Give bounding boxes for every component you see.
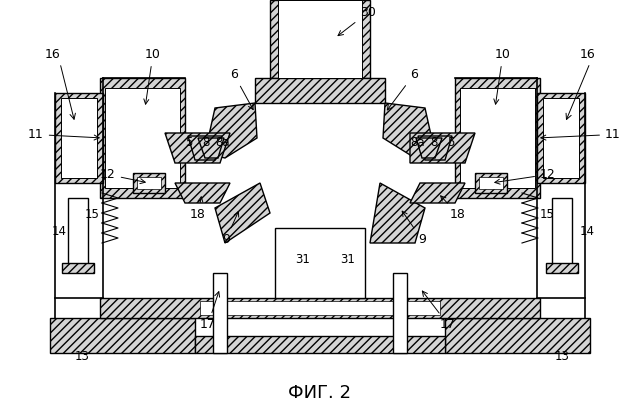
Text: 11: 11 (541, 128, 621, 141)
Polygon shape (270, 0, 370, 78)
Text: 9: 9 (222, 212, 239, 246)
Polygon shape (188, 136, 222, 160)
Polygon shape (62, 263, 94, 273)
Polygon shape (175, 183, 230, 203)
Polygon shape (55, 93, 103, 183)
Text: 10: 10 (494, 48, 511, 104)
Text: 12: 12 (495, 168, 556, 184)
Polygon shape (61, 98, 97, 178)
Polygon shape (546, 263, 578, 273)
Text: 31: 31 (340, 253, 355, 266)
Polygon shape (416, 138, 442, 158)
Text: 8a: 8a (215, 136, 230, 149)
Polygon shape (383, 103, 435, 158)
Polygon shape (105, 88, 180, 188)
Polygon shape (133, 173, 165, 193)
Text: 12: 12 (100, 168, 145, 184)
Text: 10: 10 (144, 48, 161, 104)
Text: ФИГ. 2: ФИГ. 2 (289, 384, 351, 402)
Text: 6: 6 (387, 68, 418, 110)
Text: 16: 16 (45, 48, 61, 61)
Polygon shape (410, 133, 475, 163)
Text: 18: 18 (440, 196, 466, 221)
Polygon shape (537, 93, 585, 183)
Text: 13: 13 (75, 350, 90, 363)
Polygon shape (479, 177, 503, 189)
Text: 15: 15 (540, 208, 555, 221)
Text: 5: 5 (447, 136, 454, 149)
Text: 17: 17 (200, 292, 220, 331)
Text: 14: 14 (580, 225, 595, 238)
Polygon shape (410, 183, 465, 203)
Polygon shape (195, 336, 445, 353)
Text: 8: 8 (202, 136, 209, 149)
Text: 18: 18 (190, 197, 206, 221)
Polygon shape (215, 183, 270, 243)
Polygon shape (100, 78, 185, 198)
Text: 13: 13 (555, 350, 570, 363)
Polygon shape (275, 228, 365, 298)
Polygon shape (475, 173, 507, 193)
Polygon shape (255, 78, 385, 103)
Polygon shape (418, 136, 452, 160)
Polygon shape (552, 198, 572, 268)
Text: 16: 16 (580, 48, 596, 61)
Polygon shape (370, 183, 425, 243)
Polygon shape (205, 103, 257, 158)
Text: 8: 8 (430, 136, 437, 149)
Polygon shape (278, 0, 362, 78)
Polygon shape (445, 318, 590, 353)
Polygon shape (200, 301, 440, 315)
Text: 8a: 8a (410, 136, 424, 149)
Polygon shape (213, 273, 227, 353)
Polygon shape (50, 318, 195, 353)
Polygon shape (137, 177, 161, 189)
Polygon shape (393, 273, 407, 353)
Polygon shape (198, 138, 224, 158)
Text: 5: 5 (185, 136, 193, 149)
Polygon shape (543, 98, 579, 178)
Text: 31: 31 (295, 253, 310, 266)
Polygon shape (68, 198, 88, 268)
Polygon shape (165, 133, 230, 163)
Text: 9: 9 (402, 211, 426, 246)
Text: 17: 17 (422, 291, 456, 331)
Polygon shape (460, 88, 535, 188)
Text: 15: 15 (85, 208, 100, 221)
Text: 14: 14 (52, 225, 67, 238)
Text: 30: 30 (338, 6, 376, 36)
Polygon shape (455, 78, 540, 198)
Text: 6: 6 (230, 68, 253, 110)
Polygon shape (100, 298, 540, 318)
Text: 11: 11 (28, 128, 99, 141)
